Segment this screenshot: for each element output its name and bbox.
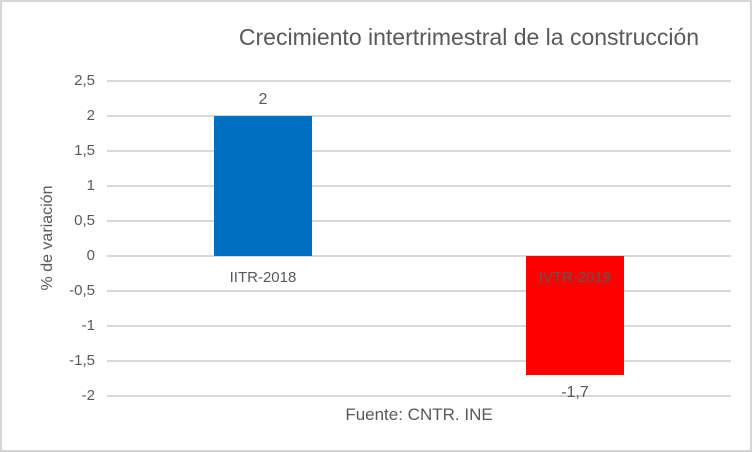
y-tick-label: -1	[81, 317, 95, 334]
gridline	[107, 185, 731, 187]
chart-title: Crecimiento intertrimestral de la constr…	[238, 24, 700, 50]
bar	[526, 256, 624, 375]
bar-value-label: -1,7	[561, 384, 589, 401]
category-label: IVTR-2019	[538, 269, 612, 286]
category-label: IITR-2018	[229, 269, 297, 286]
y-tick-label: -1,5	[69, 352, 95, 369]
y-tick-label: 2,5	[74, 72, 95, 89]
gridline	[107, 150, 731, 152]
plot-area: 2 IITR-2018 -1,7 IVTR-2019	[107, 80, 731, 401]
gridline	[107, 325, 731, 327]
gridline	[107, 360, 731, 362]
source-note: Fuente: CNTR. INE	[345, 405, 493, 424]
y-tick-label: 1	[86, 177, 95, 194]
y-tick-label: -2	[81, 387, 95, 404]
gridline	[107, 220, 731, 222]
y-tick-label: -0,5	[69, 282, 95, 299]
gridline	[107, 80, 731, 82]
bar-value-label: 2	[258, 91, 268, 108]
y-tick-label: 0,5	[74, 212, 95, 229]
y-tick-label: 0	[86, 247, 95, 264]
y-tick-label: 1,5	[74, 142, 95, 159]
gridline	[107, 290, 731, 292]
gridline	[107, 255, 731, 257]
bar	[214, 116, 312, 256]
y-tick-label: 2	[86, 107, 95, 124]
gridline	[107, 395, 731, 397]
gridline	[107, 115, 731, 117]
y-axis-title: % de variación	[39, 185, 56, 291]
